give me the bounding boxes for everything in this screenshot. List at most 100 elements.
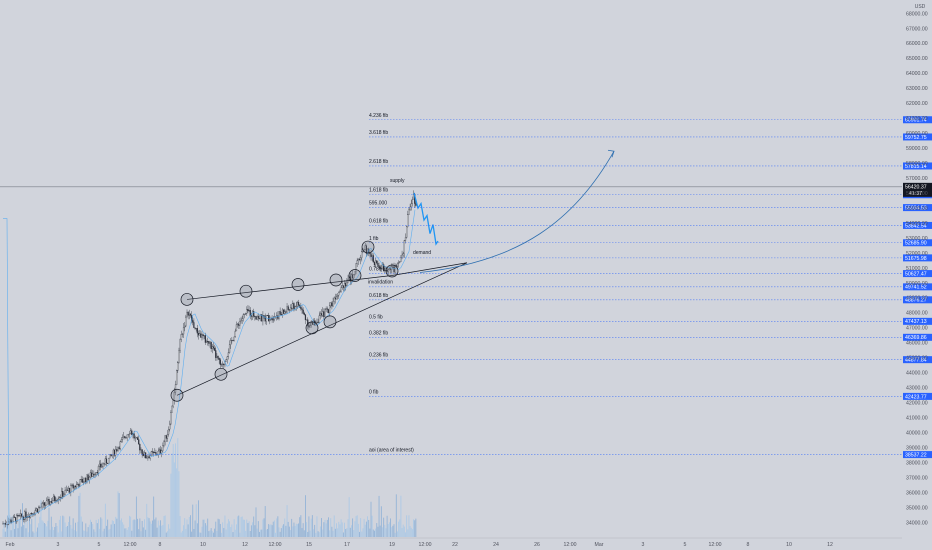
fib-price-text: 46369.86 [905,335,927,341]
candle-body [215,350,217,358]
candle-body [2,523,4,525]
volume-bar [287,521,289,537]
candle-body [169,423,171,430]
volume-bar [268,524,270,537]
volume-bar [314,524,316,537]
candle-body [148,456,150,459]
candle-body [77,483,79,485]
volume-bar [20,526,22,537]
candle-body [80,479,82,480]
volume-bar [47,520,49,537]
fib-level-label: 0.236 fib [369,353,388,359]
price-tick-label: 65000.00 [906,56,928,62]
volume-bar [318,532,320,537]
candle-body [135,437,137,439]
candle-body [409,206,411,210]
candle-body [200,333,202,338]
volume-bar [257,521,259,537]
candle-body [360,257,362,260]
volume-bar [156,527,158,537]
price-tick-label: 48000.00 [906,311,928,317]
time-tick-label: 12:00 [124,542,137,548]
candle-body [370,253,372,257]
candle-body [111,454,113,456]
volume-bar [45,523,46,537]
volume-bar [216,531,218,537]
time-tick-label: 12 [242,542,248,548]
candle-body [401,254,403,258]
time-tick-label: 5 [684,542,687,548]
volume-bar [72,518,74,537]
fib-price-tag [903,317,932,325]
volume-bar [41,520,43,537]
volume-bar [32,531,34,537]
volume-bar [54,527,56,537]
volume-bar [291,518,293,537]
volume-bar [169,528,171,537]
candle-body [163,441,165,446]
volume-bar [213,532,214,537]
volume-bar [131,530,133,537]
volume-bar [106,525,107,537]
volume-bar [273,520,275,537]
candle-body [287,306,289,310]
volume-bar [22,503,23,537]
candle-body [122,437,124,440]
volume-bar [114,523,115,537]
candle-body [65,489,67,491]
candle-body [235,324,238,332]
volume-bar [299,517,301,537]
candle-body [295,306,297,307]
fib-price-tag [903,333,932,341]
time-axis[interactable]: Feb 3 5 12:00 8 10 12 12:00 15 17 19 12:00 22 24 26 12:… [0,537,902,548]
volume-bar [161,525,163,537]
volume-bar [149,521,151,537]
price-tick-label: 58000.00 [906,161,928,167]
volume-bar [104,503,106,537]
time-tick-label: Feb [6,542,15,548]
candle-body [69,488,71,493]
volume-bar [305,495,306,537]
volume-bar [178,471,180,537]
volume-bar [62,515,64,537]
price-tick-label: 49000.00 [906,296,928,302]
volume-bar [70,525,72,537]
volume-bar [240,517,242,537]
candle-body [338,291,340,296]
candle-body [372,255,374,263]
candle-body [201,334,203,338]
candle-body [76,483,78,488]
candle-body [108,457,110,464]
volume-bar [325,523,327,537]
volume-bar [333,515,335,537]
candle-body [297,302,300,306]
volume-bar [192,504,194,537]
candle-body [48,499,50,505]
volume-bar [168,524,170,537]
volume-bar [108,529,110,537]
volume-bar [319,526,321,537]
volume-bar [96,523,98,537]
candle-body [292,303,294,309]
candle-body [281,309,284,315]
volume-bar [83,530,84,537]
level-price-tag [903,254,932,262]
volume-bar [267,528,268,537]
price-axis[interactable]: USD 34000.00 35000.00 36000.00 37000.00 38000… [906,4,928,526]
candle-body [155,452,157,455]
candle-body [47,499,49,501]
time-tick-label: 22 [452,542,458,548]
volume-bar [48,507,50,537]
volume-bar [347,519,349,537]
volume-bar [391,527,393,537]
time-tick-label: 10 [200,542,206,548]
volume-bar [372,529,374,537]
candle-body [180,334,182,340]
candle-body [255,316,257,320]
candle-body [273,316,276,320]
volume-bar [405,532,406,537]
volume-bar [80,516,82,537]
candle-body [59,497,62,499]
candle-body [233,336,235,341]
